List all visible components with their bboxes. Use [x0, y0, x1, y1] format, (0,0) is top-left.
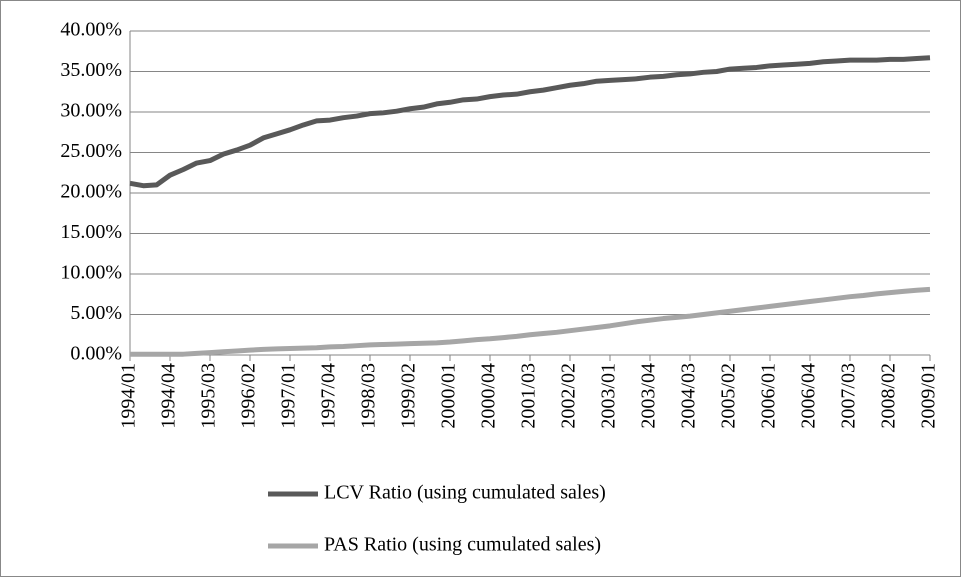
- y-tick-label: 25.00%: [60, 140, 122, 162]
- x-tick-label: 1997/01: [278, 363, 300, 429]
- x-tick-label: 2000/01: [438, 363, 460, 429]
- legend-label: LCV Ratio (using cumulated sales): [324, 482, 606, 504]
- y-tick-label: 30.00%: [60, 100, 122, 122]
- x-tick-label: 2006/04: [798, 363, 820, 429]
- series-line: [130, 286, 931, 357]
- x-tick-label: 2001/03: [518, 363, 540, 429]
- x-tick-label: 1995/03: [198, 363, 220, 429]
- x-tick-label: 1999/02: [398, 363, 420, 429]
- x-tick-label: 1997/04: [318, 363, 340, 429]
- x-tick-label: 2002/02: [558, 363, 580, 429]
- series-line: [129, 55, 931, 189]
- y-tick-label: 35.00%: [60, 59, 122, 81]
- x-tick-label: 2005/02: [718, 363, 740, 429]
- y-tick-label: 0.00%: [70, 343, 122, 365]
- x-tick-label: 2006/01: [758, 363, 780, 429]
- x-tick-label: 1996/02: [238, 363, 260, 429]
- x-tick-label: 2003/04: [638, 363, 660, 429]
- x-tick-label: 2000/04: [478, 363, 500, 429]
- x-tick-label: 2008/02: [878, 363, 900, 429]
- x-tick-label: 1994/04: [158, 363, 180, 429]
- x-tick-label: 2004/03: [678, 363, 700, 429]
- x-tick-label: 1998/03: [358, 363, 380, 429]
- x-tick-label: 2007/03: [838, 363, 860, 429]
- y-tick-label: 15.00%: [60, 221, 122, 243]
- x-tick-label: 2003/01: [598, 363, 620, 429]
- y-tick-label: 20.00%: [60, 181, 122, 203]
- y-tick-label: 5.00%: [70, 302, 122, 324]
- legend-label: PAS Ratio (using cumulated sales): [324, 534, 601, 556]
- x-tick-label: 2009/01: [918, 363, 940, 429]
- y-tick-label: 40.00%: [60, 19, 122, 41]
- y-tick-label: 10.00%: [60, 262, 122, 284]
- x-tick-label: 1994/01: [118, 363, 140, 429]
